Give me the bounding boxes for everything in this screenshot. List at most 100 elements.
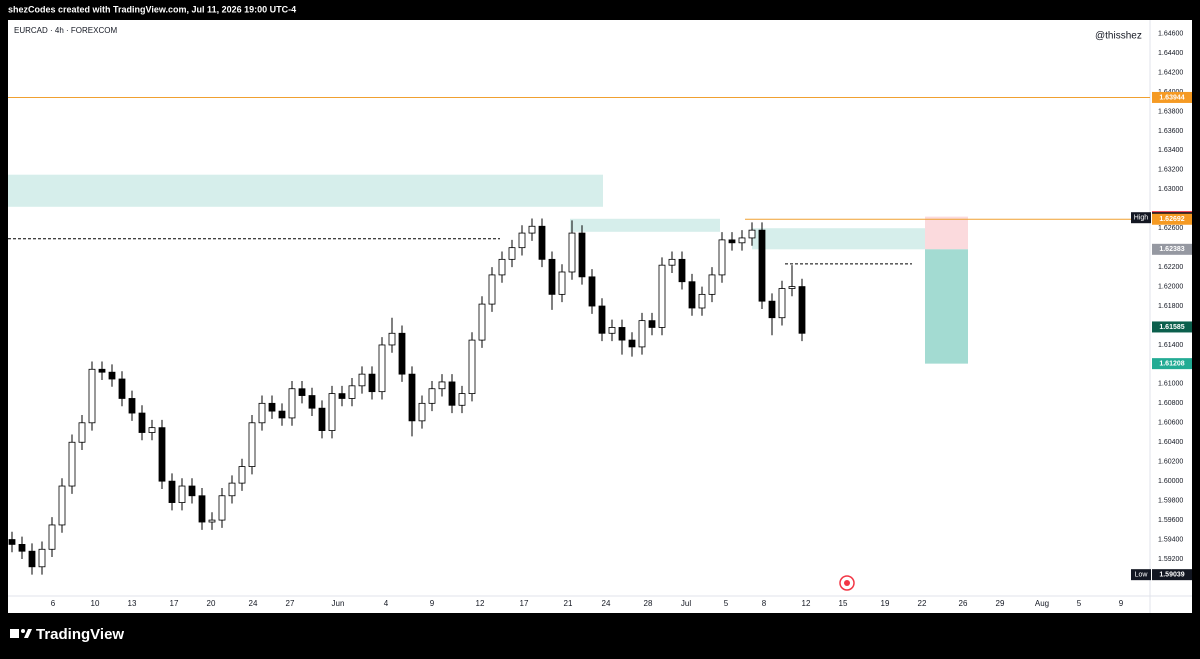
- candle-body: [138, 412, 146, 433]
- candle-body: [28, 550, 36, 568]
- candle-body: [368, 373, 376, 393]
- y-tick-label: 1.60800: [1158, 400, 1183, 407]
- candle-body: [648, 320, 656, 328]
- zone: [570, 218, 720, 232]
- candle-body: [318, 407, 326, 431]
- candle-body: [578, 232, 586, 278]
- candle-body: [348, 385, 356, 399]
- candle-body: [448, 381, 456, 406]
- candle-body: [638, 320, 646, 348]
- candle-body: [768, 300, 776, 319]
- symbol: EURCAD · 4h · FOREXCOM: [14, 26, 117, 35]
- y-tick-label: 1.62200: [1158, 264, 1183, 271]
- price-marker-label: 1.62383: [1159, 246, 1184, 253]
- y-tick-label: 1.64600: [1158, 30, 1183, 37]
- y-tick-label: 1.60400: [1158, 439, 1183, 446]
- x-tick-label: 17: [520, 599, 529, 608]
- candle-body: [598, 305, 606, 334]
- candle-body: [278, 410, 286, 419]
- candle-body: [108, 371, 116, 380]
- x-tick-label: 4: [384, 599, 389, 608]
- x-tick-label: 5: [1077, 599, 1082, 608]
- candle-body: [488, 274, 496, 305]
- y-tick-label: 1.63000: [1158, 186, 1183, 193]
- candle-body: [588, 276, 596, 307]
- candle-body: [58, 485, 66, 526]
- candle-body: [418, 402, 426, 422]
- candle-body: [778, 288, 786, 319]
- candle-body: [128, 398, 136, 414]
- candle-body: [498, 258, 506, 276]
- header: shezCodes created with TradingView.com, …: [8, 4, 296, 14]
- candle-body: [628, 339, 636, 348]
- candle-body: [178, 485, 186, 503]
- candle-body: [198, 495, 206, 523]
- candle-body: [478, 303, 486, 341]
- candle-body: [148, 427, 156, 433]
- logo-mark: [21, 629, 25, 633]
- candle-body: [538, 225, 546, 260]
- x-tick-label: 29: [996, 599, 1005, 608]
- candle-body: [8, 539, 16, 545]
- price-tag-label: High: [1134, 215, 1149, 222]
- candle-body: [518, 232, 526, 249]
- zone: [8, 174, 603, 207]
- x-tick-label: 10: [91, 599, 100, 608]
- candle-body: [268, 402, 276, 412]
- candle-body: [358, 373, 366, 387]
- x-tick-label: 27: [286, 599, 295, 608]
- candle-body: [738, 237, 746, 244]
- x-tick-label: 9: [430, 599, 435, 608]
- candle-body: [658, 264, 666, 328]
- candle-body: [708, 274, 716, 295]
- candle-body: [788, 286, 796, 289]
- watermark: @thisshez: [1095, 31, 1142, 42]
- price-marker: [1152, 91, 1192, 103]
- y-tick-label: 1.61800: [1158, 303, 1183, 310]
- candle-body: [88, 368, 96, 424]
- candle-body: [38, 548, 46, 568]
- logo: TradingView: [10, 626, 124, 643]
- price-marker: [1152, 213, 1192, 225]
- x-tick-label: 12: [476, 599, 485, 608]
- y-tick-label: 1.64200: [1158, 69, 1183, 76]
- price-marker: [1152, 358, 1192, 370]
- candle-body: [338, 393, 346, 399]
- x-tick-label: 28: [644, 599, 653, 608]
- y-tick-label: 1.63800: [1158, 108, 1183, 115]
- y-tick-label: 1.59400: [1158, 536, 1183, 543]
- zone: [752, 228, 940, 250]
- candle-body: [408, 373, 416, 422]
- y-tick-label: 1.59200: [1158, 556, 1183, 563]
- candle-body: [68, 441, 76, 487]
- x-tick-label: 12: [802, 599, 811, 608]
- candle-body: [188, 485, 196, 497]
- x-tick-label: 19: [881, 599, 890, 608]
- x-tick-label: 6: [51, 599, 56, 608]
- candle-body: [548, 258, 556, 295]
- event-icon-dot: [844, 580, 850, 586]
- candle-body: [608, 327, 616, 334]
- x-tick-label: 22: [918, 599, 927, 608]
- candle-body: [568, 232, 576, 273]
- y-tick-label: 1.60600: [1158, 420, 1183, 427]
- candle-body: [458, 393, 466, 406]
- candle-body: [748, 229, 756, 239]
- y-tick-label: 1.59800: [1158, 497, 1183, 504]
- candle-body: [438, 381, 446, 390]
- price-marker-label: 1.61585: [1159, 324, 1184, 331]
- x-tick-label: Jun: [332, 599, 345, 608]
- candle-body: [468, 339, 476, 395]
- zone: [925, 216, 968, 250]
- candle-body: [698, 293, 706, 309]
- x-tick-label: 24: [602, 599, 611, 608]
- x-tick-label: 8: [762, 599, 767, 608]
- x-tick-label: 13: [128, 599, 137, 608]
- price-marker: [1152, 569, 1192, 581]
- event-icon[interactable]: [839, 575, 855, 591]
- plot: 1.646001.644001.642001.640001.638001.636…: [8, 30, 1192, 608]
- candle-body: [728, 239, 736, 244]
- y-tick-label: 1.63200: [1158, 167, 1183, 174]
- candle-body: [18, 544, 26, 552]
